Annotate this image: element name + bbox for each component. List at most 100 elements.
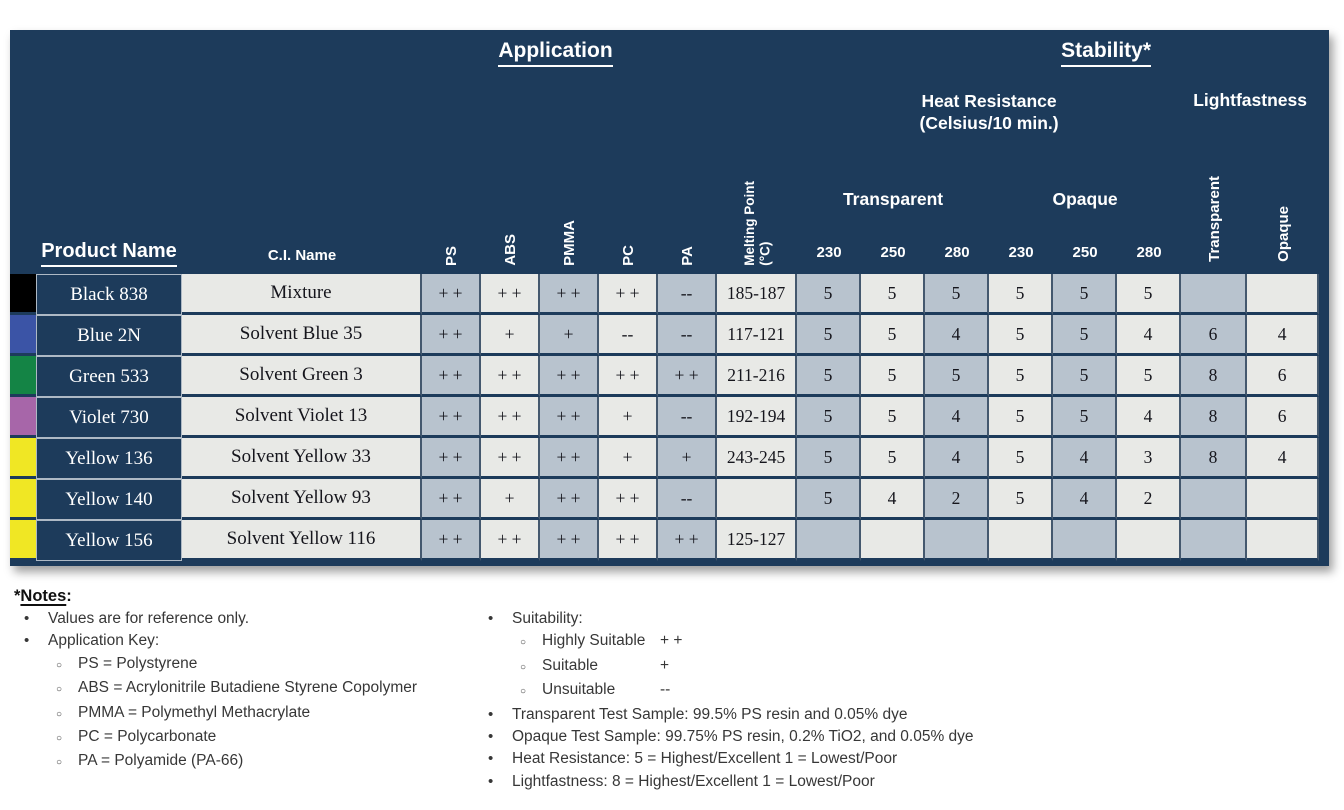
table-row: Black 838 Mixture + + + + + + + + -- 185… <box>10 274 1320 315</box>
note-item: • Opaque Test Sample: 99.75% PS resin, 0.… <box>478 726 1118 748</box>
melting-point-cell <box>717 479 798 520</box>
hr-opaque-250-cell: 5 <box>1053 356 1118 397</box>
temp-header-o250: 250 <box>1053 219 1118 274</box>
suitability-symbol: -- <box>660 681 671 699</box>
product-name-cell: Yellow 140 <box>36 479 182 520</box>
note-item: • Transparent Test Sample: 99.5% PS resin… <box>478 704 1118 726</box>
bullet-icon: • <box>488 610 494 627</box>
lightfastness-transparent-header: Transparent <box>1181 153 1248 274</box>
bullet-icon: • <box>24 632 30 650</box>
hr-transparent-250-cell: 5 <box>861 315 926 356</box>
lf-opaque-cell <box>1247 274 1320 315</box>
hr-opaque-250-cell <box>1053 520 1118 561</box>
hr-transparent-280-cell <box>925 520 990 561</box>
transparent-group-header: Transparent <box>797 153 990 219</box>
circle-bullet-icon: ○ <box>520 661 527 673</box>
app-pmma-cell: + + <box>540 438 599 479</box>
product-name-cell: Black 838 <box>36 274 182 315</box>
hr-transparent-250-cell: 5 <box>861 438 926 479</box>
hr-transparent-280-cell: 2 <box>925 479 990 520</box>
hr-opaque-280-cell <box>1117 520 1182 561</box>
table-row: Yellow 136 Solvent Yellow 33 + + + + + +… <box>10 438 1320 479</box>
hr-opaque-250-cell: 5 <box>1053 274 1118 315</box>
notes-right-list: • Suitability: ○ Highly Suitable + + ○ Suitabl… <box>478 608 1118 793</box>
hr-opaque-280-cell: 5 <box>1117 274 1182 315</box>
hr-transparent-250-cell: 5 <box>861 274 926 315</box>
table-row: Yellow 140 Solvent Yellow 93 + + + + + +… <box>10 479 1320 520</box>
note-item: ○ Unsuitable -- <box>478 679 1118 703</box>
color-swatch <box>10 397 36 438</box>
melting-point-cell: 125-127 <box>717 520 798 561</box>
lf-transparent-cell <box>1181 274 1248 315</box>
app-pmma-cell: + + <box>540 397 599 438</box>
app-ps-cell: + + <box>422 479 481 520</box>
stability-group-header: Stability* <box>797 30 1320 75</box>
lf-opaque-cell: 4 <box>1247 438 1320 479</box>
temp-header-t280: 280 <box>925 219 990 274</box>
color-swatch <box>10 356 36 397</box>
lf-transparent-cell <box>1181 520 1248 561</box>
app-pmma-cell: + <box>540 315 599 356</box>
product-name-cell: Blue 2N <box>36 315 182 356</box>
hr-transparent-230-cell: 5 <box>797 397 862 438</box>
table-row: Violet 730 Solvent Violet 13 + + + + + +… <box>10 397 1320 438</box>
circle-bullet-icon: ○ <box>56 757 63 769</box>
hr-opaque-230-cell <box>989 520 1054 561</box>
color-swatch <box>10 438 36 479</box>
app-pmma-cell: + + <box>540 479 599 520</box>
lf-transparent-cell <box>1181 479 1248 520</box>
ci-name-cell: Solvent Yellow 116 <box>182 520 422 561</box>
hr-opaque-250-cell: 5 <box>1053 397 1118 438</box>
product-name-cell: Yellow 136 <box>36 438 182 479</box>
table-row: Blue 2N Solvent Blue 35 + + + + -- -- 11… <box>10 315 1320 356</box>
suitability-symbol: + + <box>660 632 683 650</box>
app-pa-cell: + + <box>658 356 718 397</box>
hr-opaque-230-cell: 5 <box>989 356 1054 397</box>
circle-bullet-icon: ○ <box>520 637 527 649</box>
app-ps-cell: + + <box>422 356 481 397</box>
hr-opaque-230-cell: 5 <box>989 274 1054 315</box>
color-swatch <box>10 315 36 356</box>
temp-header-o280: 280 <box>1117 219 1182 274</box>
circle-bullet-icon: ○ <box>56 733 63 745</box>
lightfastness-header: Lightfastness <box>1181 75 1320 153</box>
app-pc-cell: + + <box>599 356 658 397</box>
note-item: ○ ABS = Acrylonitrile Butadiene Styrene C… <box>14 677 474 701</box>
app-pa-cell: -- <box>658 315 718 356</box>
app-ps-cell: + + <box>422 315 481 356</box>
hr-opaque-280-cell: 2 <box>1117 479 1182 520</box>
app-pc-cell: + + <box>599 520 658 561</box>
lf-transparent-cell: 8 <box>1181 356 1248 397</box>
note-item: • Heat Resistance: 5 = Highest/Excellent … <box>478 748 1118 770</box>
hr-transparent-280-cell: 5 <box>925 356 990 397</box>
app-pa-cell: + + <box>658 520 718 561</box>
circle-bullet-icon: ○ <box>56 659 63 671</box>
lf-transparent-cell: 8 <box>1181 397 1248 438</box>
notes-left-column: *Notes: • Values are for reference only. •… <box>14 584 474 775</box>
note-item: • Values are for reference only. <box>14 608 474 630</box>
app-ps-cell: + + <box>422 438 481 479</box>
color-swatch <box>10 274 36 315</box>
opaque-group-header: Opaque <box>989 153 1182 219</box>
product-name-header: Product Name <box>36 30 182 274</box>
hr-opaque-230-cell: 5 <box>989 438 1054 479</box>
app-pc-cell: + + <box>599 274 658 315</box>
app-abs-cell: + <box>481 479 540 520</box>
product-name-cell: Green 533 <box>36 356 182 397</box>
hr-transparent-230-cell: 5 <box>797 438 862 479</box>
app-pmma-cell: + + <box>540 520 599 561</box>
note-item: ○ Suitable + <box>478 655 1118 679</box>
app-abs-cell: + + <box>481 397 540 438</box>
circle-bullet-icon: ○ <box>520 686 527 698</box>
hr-opaque-250-cell: 4 <box>1053 438 1118 479</box>
app-pc-cell: + + <box>599 479 658 520</box>
hr-transparent-230-cell: 5 <box>797 356 862 397</box>
column-header-pmma: PMMA <box>540 75 599 274</box>
hr-opaque-230-cell: 5 <box>989 479 1054 520</box>
app-abs-cell: + <box>481 315 540 356</box>
hr-opaque-250-cell: 5 <box>1053 315 1118 356</box>
app-pa-cell: -- <box>658 479 718 520</box>
heat-resistance-header: Heat Resistance (Celsius/10 min.) <box>797 75 1182 153</box>
table-row: Green 533 Solvent Green 3 + + + + + + + … <box>10 356 1320 397</box>
hr-opaque-250-cell: 4 <box>1053 479 1118 520</box>
